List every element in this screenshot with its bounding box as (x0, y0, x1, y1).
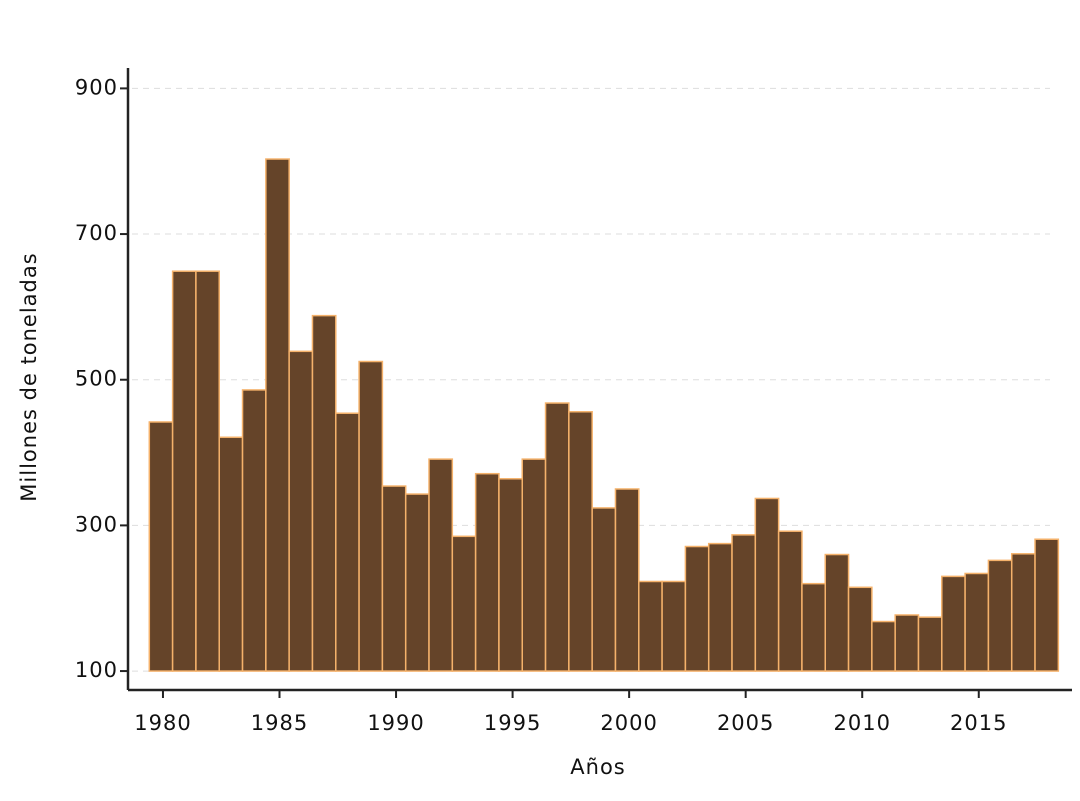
bar (171, 270, 197, 672)
bar (568, 411, 593, 672)
bar (801, 582, 827, 672)
bar (824, 553, 850, 672)
bar (1034, 538, 1060, 672)
bar (265, 158, 290, 672)
y-tick-label: 900 (75, 75, 118, 99)
bar (638, 580, 663, 672)
bar (195, 270, 220, 672)
bar (847, 586, 873, 672)
y-tick-label: 500 (75, 367, 118, 391)
bar (381, 485, 407, 672)
bar (591, 507, 617, 672)
x-tick-label: 2015 (950, 711, 1007, 735)
x-axis-label: Años (570, 755, 625, 779)
x-tick-label: 1990 (367, 711, 424, 735)
bar (871, 620, 896, 672)
bar (241, 389, 267, 672)
bar (404, 493, 430, 672)
x-tick-label: 2010 (833, 711, 890, 735)
y-tick-label: 100 (75, 658, 118, 682)
bar (707, 542, 733, 672)
bar (614, 488, 640, 672)
bar (964, 572, 990, 672)
bar (987, 559, 1013, 672)
x-tick-label: 1980 (134, 711, 191, 735)
bar (218, 436, 244, 672)
bar (731, 534, 757, 672)
bar (148, 421, 174, 672)
x-tick-label: 2000 (600, 711, 657, 735)
bar (661, 580, 687, 672)
bar (941, 575, 966, 672)
x-tick-label: 2005 (717, 711, 774, 735)
bar (777, 530, 803, 672)
bar (894, 614, 920, 672)
bar (428, 458, 454, 672)
bar (1010, 553, 1036, 672)
bar (288, 350, 314, 672)
bar (358, 360, 384, 672)
bar (451, 535, 477, 672)
bar (474, 472, 500, 672)
y-axis-label: Millones de toneladas (17, 252, 41, 501)
bar (521, 458, 547, 672)
bar (684, 545, 710, 672)
x-tick-label: 1995 (484, 711, 541, 735)
bar (498, 478, 523, 672)
x-tick-label: 1985 (251, 711, 308, 735)
y-tick-label: 300 (75, 512, 118, 536)
bar (754, 497, 780, 672)
bar (917, 616, 943, 672)
y-tick-label: 700 (75, 221, 118, 245)
bar (335, 412, 360, 672)
bar (544, 402, 570, 672)
bar (311, 314, 337, 672)
